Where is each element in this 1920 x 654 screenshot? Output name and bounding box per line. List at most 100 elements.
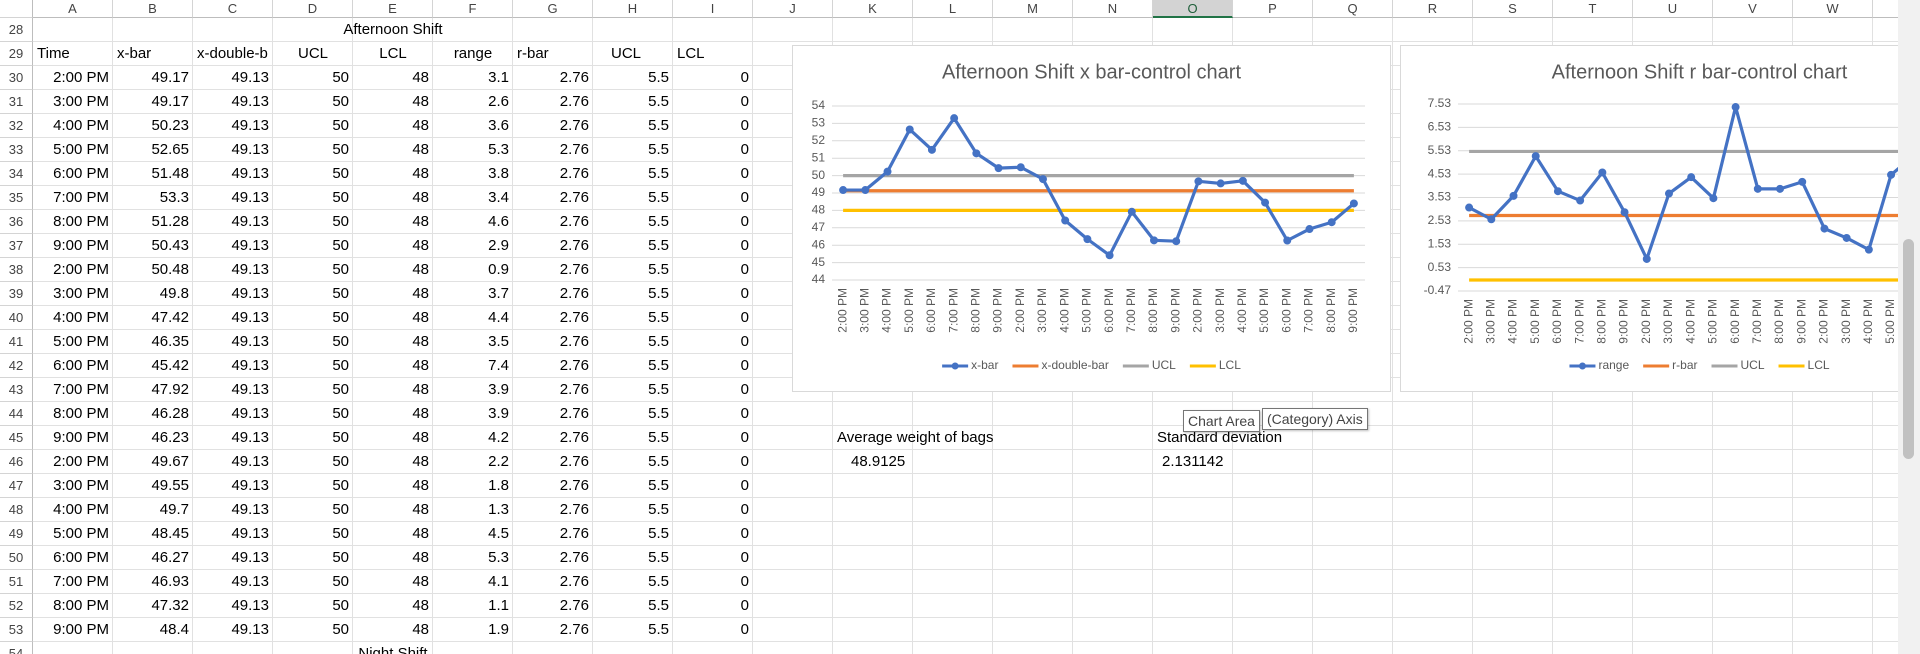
table-cell[interactable]: 48	[412, 237, 429, 254]
table-cell[interactable]: 48	[412, 525, 429, 542]
table-cell[interactable]: 46.23	[151, 429, 189, 446]
table-cell[interactable]: 50	[332, 453, 349, 470]
table-cell[interactable]: 49.13	[231, 357, 269, 374]
table-cell[interactable]: 5.5	[648, 141, 669, 158]
table-cell[interactable]: 2.76	[559, 549, 589, 566]
row-number[interactable]: 51	[0, 570, 33, 594]
column-header[interactable]	[1873, 0, 1898, 18]
table-cell[interactable]: 48	[412, 285, 429, 302]
table-cell[interactable]: 3.8	[488, 165, 509, 182]
table-cell[interactable]: 4:00 PM	[53, 309, 109, 326]
table-cell[interactable]: 2.76	[559, 429, 589, 446]
table-cell[interactable]: 47.42	[151, 309, 189, 326]
table-cell[interactable]: 50	[332, 525, 349, 542]
table-cell[interactable]: 2.76	[559, 597, 589, 614]
table-cell[interactable]: 50	[332, 597, 349, 614]
table-cell[interactable]: 2.76	[559, 477, 589, 494]
table-cell[interactable]: 0	[740, 357, 749, 374]
section-title[interactable]: Night Shift	[358, 645, 428, 654]
table-cell[interactable]: 3.4	[488, 189, 509, 206]
column-header[interactable]: P	[1233, 0, 1313, 18]
table-cell[interactable]: 0.9	[488, 261, 509, 278]
table-cell[interactable]: 0	[740, 141, 749, 158]
table-cell[interactable]: 46.93	[151, 573, 189, 590]
table-cell[interactable]: 48	[412, 597, 429, 614]
table-cell[interactable]: 48	[412, 477, 429, 494]
table-cell[interactable]: 7.4	[488, 357, 509, 374]
row-number[interactable]: 36	[0, 210, 33, 234]
table-cell[interactable]: 50	[332, 477, 349, 494]
row-number[interactable]: 37	[0, 234, 33, 258]
table-cell[interactable]: 50	[332, 237, 349, 254]
table-cell[interactable]: 2.76	[559, 237, 589, 254]
table-cell[interactable]: 48	[412, 381, 429, 398]
column-header[interactable]: T	[1553, 0, 1633, 18]
table-cell[interactable]: 4.5	[488, 525, 509, 542]
table-cell[interactable]: 5.5	[648, 381, 669, 398]
column-header[interactable]: E	[353, 0, 433, 18]
table-cell[interactable]: 2.76	[559, 621, 589, 638]
row-number[interactable]: 35	[0, 186, 33, 210]
table-cell[interactable]: 49.13	[231, 477, 269, 494]
table-cell[interactable]: 6:00 PM	[53, 549, 109, 566]
table-cell[interactable]: 0	[740, 405, 749, 422]
table-cell[interactable]: 2.9	[488, 237, 509, 254]
table-cell[interactable]: 0	[740, 93, 749, 110]
table-cell[interactable]: 5.3	[488, 549, 509, 566]
row-number[interactable]: 43	[0, 378, 33, 402]
table-cell[interactable]: 51.48	[151, 165, 189, 182]
table-cell[interactable]: 4:00 PM	[53, 117, 109, 134]
table-cell[interactable]: 49.13	[231, 549, 269, 566]
row-number[interactable]: 40	[0, 306, 33, 330]
table-cell[interactable]: 48	[412, 93, 429, 110]
table-cell[interactable]: 0	[740, 69, 749, 86]
table-cell[interactable]: 4:00 PM	[53, 501, 109, 518]
table-cell[interactable]: 48	[412, 333, 429, 350]
column-header[interactable]: A	[33, 0, 113, 18]
table-cell[interactable]: 5.5	[648, 189, 669, 206]
table-cell[interactable]: 1.3	[488, 501, 509, 518]
table-cell[interactable]: 48	[412, 117, 429, 134]
table-cell[interactable]: 48	[412, 69, 429, 86]
column-label[interactable]: LCL	[677, 45, 705, 62]
table-cell[interactable]: 3:00 PM	[53, 93, 109, 110]
table-cell[interactable]: 49.13	[231, 165, 269, 182]
table-cell[interactable]: 50	[332, 285, 349, 302]
table-cell[interactable]: 5.5	[648, 477, 669, 494]
table-cell[interactable]: 0	[740, 549, 749, 566]
table-cell[interactable]: 49.13	[231, 237, 269, 254]
table-cell[interactable]: 0	[740, 477, 749, 494]
column-header[interactable]: N	[1073, 0, 1153, 18]
table-cell[interactable]: 2.76	[559, 405, 589, 422]
table-cell[interactable]: 0	[740, 237, 749, 254]
table-cell[interactable]: 5.5	[648, 405, 669, 422]
table-cell[interactable]: 48	[412, 165, 429, 182]
table-cell[interactable]: 5.5	[648, 357, 669, 374]
table-cell[interactable]: 0	[740, 333, 749, 350]
table-cell[interactable]: 5.5	[648, 165, 669, 182]
chart-container[interactable]: Afternoon Shift x bar-control chart 44 45 4…	[792, 45, 1391, 392]
column-header[interactable]: O	[1153, 0, 1233, 18]
table-cell[interactable]: 49.13	[231, 429, 269, 446]
row-number[interactable]: 32	[0, 114, 33, 138]
row-number[interactable]: 31	[0, 90, 33, 114]
table-cell[interactable]: 5:00 PM	[53, 333, 109, 350]
table-cell[interactable]: 0	[740, 285, 749, 302]
table-cell[interactable]: 3.5	[488, 333, 509, 350]
table-cell[interactable]: 5.5	[648, 549, 669, 566]
table-cell[interactable]: 48	[412, 501, 429, 518]
table-cell[interactable]: 48	[412, 189, 429, 206]
table-cell[interactable]: 2.76	[559, 573, 589, 590]
row-number[interactable]: 47	[0, 474, 33, 498]
table-cell[interactable]: 5.5	[648, 213, 669, 230]
table-cell[interactable]: 5.5	[648, 597, 669, 614]
table-cell[interactable]: 2:00 PM	[53, 261, 109, 278]
table-cell[interactable]: 49.13	[231, 597, 269, 614]
column-label[interactable]: x-bar	[117, 45, 152, 62]
corner[interactable]	[0, 0, 33, 18]
table-cell[interactable]: 2.76	[559, 333, 589, 350]
table-cell[interactable]: 50	[332, 117, 349, 134]
summary-value[interactable]: 2.131142	[1162, 453, 1224, 470]
column-header[interactable]: Q	[1313, 0, 1393, 18]
column-header[interactable]: I	[673, 0, 753, 18]
